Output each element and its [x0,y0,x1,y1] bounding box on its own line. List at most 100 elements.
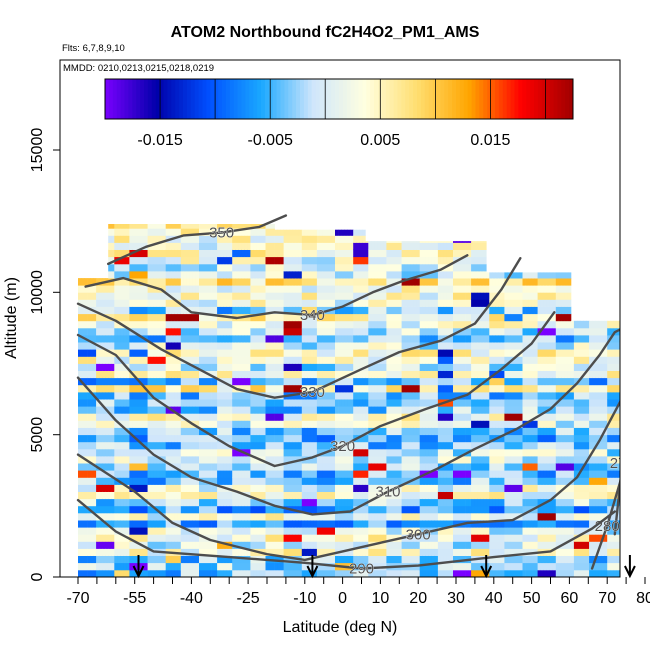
heatmap-cell [316,441,321,450]
heatmap-cell [344,505,348,514]
heatmap-cell [347,413,351,421]
heatmap-cell [150,441,154,450]
heatmap-cell [319,363,324,371]
heatmap-cell [93,370,97,379]
heatmap-cell [326,470,330,478]
heatmap-cell [108,548,112,556]
heatmap-cell [238,356,242,364]
heatmap-cell [202,342,206,350]
heatmap-cell [123,235,127,243]
heatmap-cell [241,306,245,315]
heatmap-cell [226,306,230,315]
heatmap-cell [129,555,133,564]
heatmap-cell [268,313,272,322]
heatmap-cell [117,278,121,286]
heatmap-cell [214,263,218,272]
heatmap-cell [84,392,88,400]
heatmap-cell [368,292,372,300]
heatmap-cell [341,392,345,400]
heatmap-cell [332,327,336,336]
heatmap-cell [380,548,384,556]
heatmap-cell [171,399,176,407]
heatmap-cell [301,384,306,393]
heatmap-cell [226,242,230,250]
heatmap-cell [90,520,94,528]
heatmap-cell [241,477,245,485]
heatmap-cell [335,384,339,393]
heatmap-cell [126,384,130,393]
heatmap-cell [277,342,281,350]
heatmap-cell [353,229,357,236]
heatmap-cell [171,562,176,571]
heatmap-cell [310,505,315,514]
heatmap-cell [362,278,366,286]
heatmap-cell [271,285,275,293]
heatmap-cell [380,527,384,535]
heatmap-cell [135,228,139,236]
heatmap-cell [93,313,97,322]
heatmap-cell [247,271,251,279]
heatmap-cell [307,229,312,236]
heatmap-cell [289,413,294,421]
heatmap-cell [362,498,366,507]
heatmap-cell [168,392,173,400]
heatmap-cell [171,456,176,464]
heatmap-cell [256,434,260,443]
heatmap-cell [256,335,260,343]
heatmap-cell [301,370,306,379]
heatmap-cell [84,569,88,577]
heatmap-cell [205,541,209,549]
heatmap-cell [132,235,136,243]
heatmap-cell [132,484,136,492]
heatmap-cell [159,228,163,236]
heatmap-cell [338,313,342,322]
heatmap-cell [283,271,287,279]
heatmap-cell [241,463,245,471]
heatmap-cell [135,256,139,265]
heatmap-cell [174,349,179,357]
heatmap-cell [165,249,170,258]
heatmap-cell [223,356,227,364]
heatmap-cell [229,356,233,364]
heatmap-cell [365,448,369,457]
heatmap-cell [338,249,342,258]
heatmap-cell [147,313,151,322]
heatmap-cell [141,306,145,315]
heatmap-cell [365,491,369,500]
heatmap-cell [205,463,209,471]
heatmap-cell [235,527,239,535]
heatmap-cell [202,541,206,549]
heatmap-cell [138,263,142,272]
heatmap-cell [135,477,139,485]
heatmap-cell [165,278,170,286]
heatmap-cell [344,541,348,549]
heatmap-cell [138,228,142,236]
heatmap-cell [271,513,275,521]
heatmap-cell [165,377,170,386]
heatmap-cell [205,548,209,556]
heatmap-cell [313,505,318,514]
heatmap-cell [310,384,315,393]
heatmap-cell [274,484,278,492]
heatmap-cell [362,534,366,542]
heatmap-cell [111,384,115,393]
heatmap-cell [322,249,327,258]
heatmap-cell [180,399,185,407]
heatmap-cell [347,456,351,464]
heatmap-cell [229,427,233,436]
heatmap-cell [108,306,112,315]
heatmap-cell [90,406,94,414]
heatmap-cell [347,477,351,485]
heatmap-cell [301,377,306,386]
heatmap-cell [195,434,200,443]
heatmap-cell [108,456,112,464]
heatmap-cell [338,327,342,336]
heatmap-cell [111,249,115,258]
heatmap-cell [262,370,266,379]
heatmap-cell [374,370,378,379]
heatmap-cell [189,271,194,279]
heatmap-cell [156,242,160,250]
heatmap-cell [156,498,160,507]
heatmap-cell [326,392,330,400]
heatmap-cell [238,520,242,528]
